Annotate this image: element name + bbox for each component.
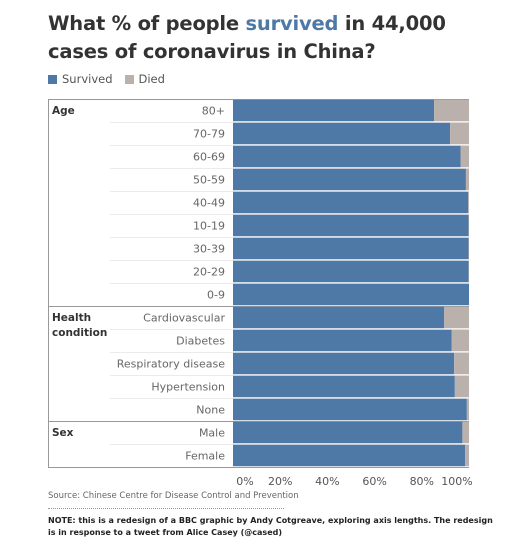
bar-survived [233,306,445,329]
category-label: Male [199,427,225,440]
x-tick-label: 0% [236,475,253,488]
category-label: 60-69 [193,151,225,164]
title-part-2: in 44,000 cases of coronavirus in China? [48,12,446,63]
bar-survived [233,283,469,306]
category-label: 50-59 [193,174,225,187]
category-label: 80+ [202,105,225,118]
bar-died [454,352,469,375]
source-text: Source: Chinese Centre for Disease Contr… [48,491,299,501]
category-label: 70-79 [193,128,225,141]
footer-divider [48,508,284,509]
category-label: 30-39 [193,243,225,256]
legend-label-died: Died [138,72,165,86]
bar-died [450,122,469,145]
category-label: 40-49 [193,197,225,210]
group-label: Sex [52,427,74,439]
category-label: Diabetes [176,335,225,348]
title-part-1: What % of people [48,12,246,35]
category-label: 10-19 [193,220,225,233]
bar-survived [233,145,461,168]
chart-legend: Survived Died [48,72,177,86]
bar-died [451,329,469,352]
legend-item-survived: Survived [48,72,113,86]
bar-survived [233,375,455,398]
bar-survived [233,421,463,444]
x-tick-label: 40% [315,475,339,488]
legend-swatch-died [124,74,134,84]
footnote: NOTE: this is a redesign of a BBC graphi… [48,516,493,537]
category-label: Respiratory disease [117,358,226,371]
bar-died [466,398,469,421]
bar-survived [233,122,451,145]
x-tick-label: 60% [362,475,386,488]
category-label: Hypertension [151,381,225,394]
bar-survived [233,260,469,283]
bar-died [454,375,469,398]
title-highlight: survived [245,12,339,35]
group-label: Age [52,105,75,117]
category-label: None [196,404,225,417]
bar-died [468,191,469,214]
group-label: Health condition [52,312,107,339]
category-label: Cardiovascular [143,312,225,325]
bar-died [462,421,469,444]
legend-swatch-survived [48,74,57,84]
x-tick-label: 80% [410,475,434,488]
bar-died [465,168,469,191]
category-label: 0-9 [207,289,225,302]
legend-item-died: Died [124,72,165,86]
category-label: Female [185,450,225,463]
bar-died [464,444,469,467]
bar-survived [233,237,469,260]
chart-title: What % of people survived in 44,000 case… [48,10,498,66]
bar-survived [233,191,469,214]
x-tick-label: 20% [268,475,292,488]
bar-survived [233,444,465,467]
bar-survived [233,398,467,421]
bar-survived [233,214,469,237]
bar-died [434,99,469,122]
category-label: 20-29 [193,266,225,279]
bar-survived [233,168,466,191]
bar-died [444,306,469,329]
stacked-bar-chart: Age 80+ 70-79 60-69 50-59 40-49 10-19 30-39 20-2… [48,99,473,488]
x-tick-label: 100% [441,475,472,488]
bar-died [460,145,469,168]
legend-label-survived: Survived [62,72,113,86]
bar-survived [233,329,452,352]
bar-survived [233,352,455,375]
bar-survived [233,99,435,122]
